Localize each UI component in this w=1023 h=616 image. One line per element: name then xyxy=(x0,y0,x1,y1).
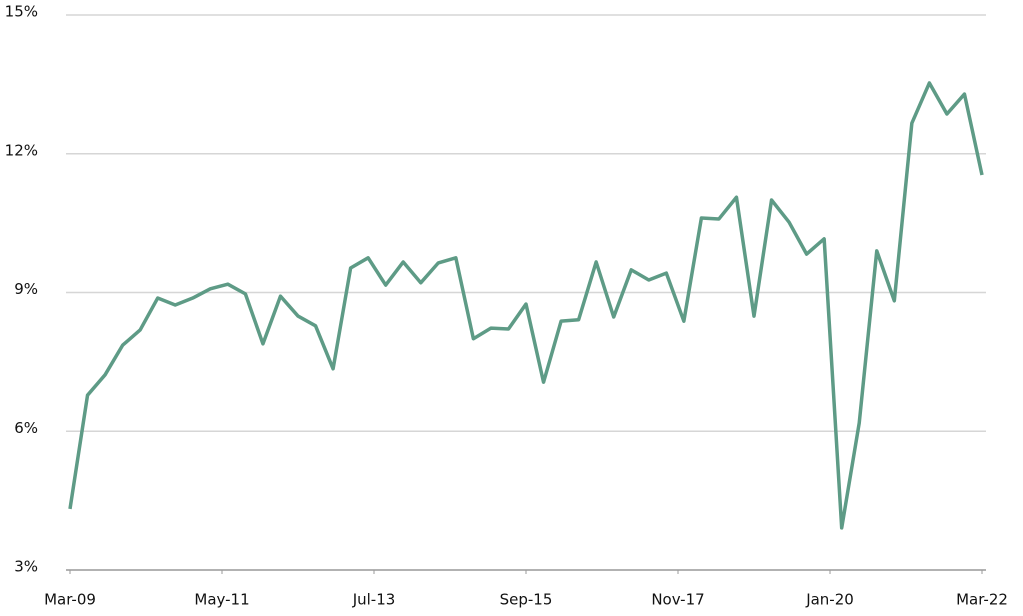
y-tick-label: 9% xyxy=(14,280,38,298)
x-tick-label: Sep-15 xyxy=(500,591,553,609)
y-tick-label: 12% xyxy=(5,141,38,159)
data-line xyxy=(68,81,984,530)
x-tick-label: May-11 xyxy=(194,591,249,609)
y-tick-label: 6% xyxy=(14,419,38,437)
y-tick-label: 15% xyxy=(5,3,38,21)
x-tick-label: Mar-09 xyxy=(44,591,96,609)
x-tick-label: Mar-22 xyxy=(956,591,1008,609)
x-tick-label: Jan-20 xyxy=(805,591,854,609)
x-tick-label: Jul-13 xyxy=(352,591,396,609)
x-tick-label: Nov-17 xyxy=(651,591,704,609)
y-tick-label: 3% xyxy=(14,558,38,576)
